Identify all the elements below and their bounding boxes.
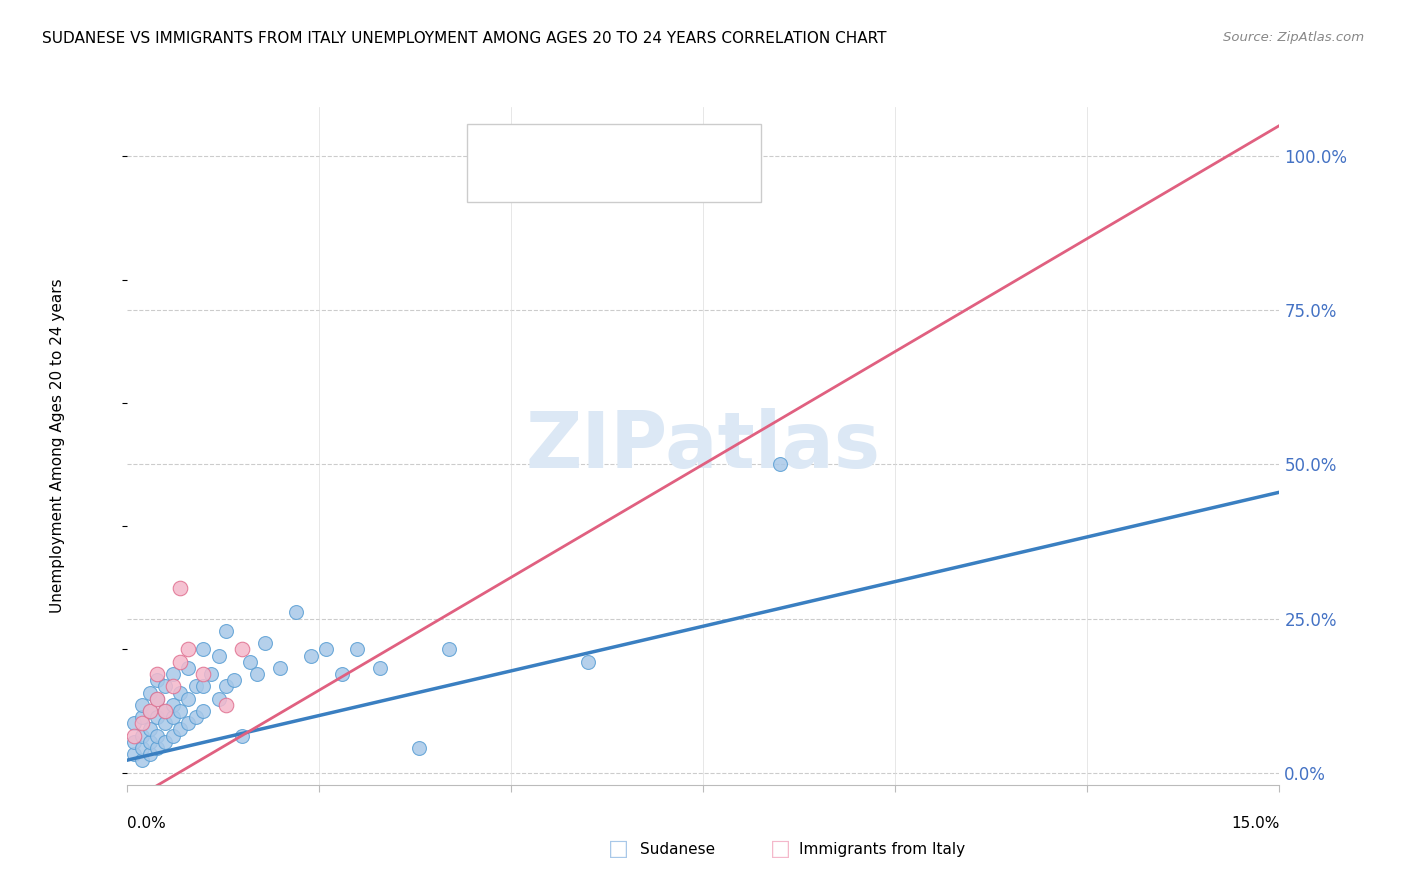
Point <box>177 642 200 657</box>
Text: 0.0%: 0.0% <box>127 816 166 831</box>
Point <box>215 679 238 693</box>
Point <box>193 704 215 718</box>
Point <box>122 747 145 761</box>
Point <box>231 642 253 657</box>
Point <box>131 753 153 767</box>
Point <box>122 729 145 743</box>
Point <box>153 735 176 749</box>
Point <box>208 691 231 706</box>
Point <box>146 667 169 681</box>
Point <box>138 735 160 749</box>
Point <box>368 661 391 675</box>
Point <box>122 735 145 749</box>
Point <box>131 698 153 712</box>
Text: Immigrants from Italy: Immigrants from Italy <box>799 842 965 856</box>
Point <box>692 149 714 163</box>
Point <box>231 729 253 743</box>
Point <box>769 458 792 472</box>
Point <box>146 741 169 756</box>
Point <box>177 661 200 675</box>
Text: □: □ <box>770 839 790 859</box>
Point <box>146 729 169 743</box>
Point <box>122 716 145 731</box>
Point <box>177 716 200 731</box>
Point <box>284 606 307 620</box>
Text: Source: ZipAtlas.com: Source: ZipAtlas.com <box>1223 31 1364 45</box>
Point <box>315 642 337 657</box>
Point <box>146 673 169 688</box>
Text: Unemployment Among Ages 20 to 24 years: Unemployment Among Ages 20 to 24 years <box>49 278 65 614</box>
Point <box>146 691 169 706</box>
Point <box>138 704 160 718</box>
Point <box>138 747 160 761</box>
Point <box>138 685 160 699</box>
Point <box>153 716 176 731</box>
Point <box>169 685 191 699</box>
Point <box>330 667 353 681</box>
Point <box>177 691 200 706</box>
Point <box>162 679 184 693</box>
Point <box>146 691 169 706</box>
Point <box>162 729 184 743</box>
Point <box>200 667 222 681</box>
Point <box>238 655 260 669</box>
Point <box>138 723 160 737</box>
Point <box>184 710 207 724</box>
Point <box>208 648 231 663</box>
Point <box>153 704 176 718</box>
Point <box>215 624 238 638</box>
Point <box>169 655 191 669</box>
Point <box>131 716 153 731</box>
Point <box>131 729 153 743</box>
Point <box>169 581 191 595</box>
Point <box>246 667 269 681</box>
Point <box>169 723 191 737</box>
Point <box>269 661 291 675</box>
Point <box>162 667 184 681</box>
Point <box>184 679 207 693</box>
Text: □: □ <box>609 839 628 859</box>
Point <box>138 704 160 718</box>
Point <box>346 642 368 657</box>
Point <box>215 698 238 712</box>
Point <box>153 704 176 718</box>
Point <box>224 673 246 688</box>
Text: SUDANESE VS IMMIGRANTS FROM ITALY UNEMPLOYMENT AMONG AGES 20 TO 24 YEARS CORRELA: SUDANESE VS IMMIGRANTS FROM ITALY UNEMPL… <box>42 31 887 46</box>
Point <box>408 741 430 756</box>
Point <box>193 667 215 681</box>
Point <box>162 710 184 724</box>
Point <box>131 741 153 756</box>
Point <box>153 679 176 693</box>
Point <box>193 642 215 657</box>
Point <box>193 679 215 693</box>
Text: ZIPatlas: ZIPatlas <box>526 408 880 484</box>
Text: 15.0%: 15.0% <box>1232 816 1279 831</box>
Point <box>299 648 322 663</box>
Point <box>576 655 599 669</box>
Point <box>439 642 461 657</box>
Point <box>169 704 191 718</box>
Point <box>131 710 153 724</box>
Text: Sudanese: Sudanese <box>640 842 714 856</box>
Point <box>162 698 184 712</box>
Point <box>253 636 276 650</box>
Point <box>146 710 169 724</box>
